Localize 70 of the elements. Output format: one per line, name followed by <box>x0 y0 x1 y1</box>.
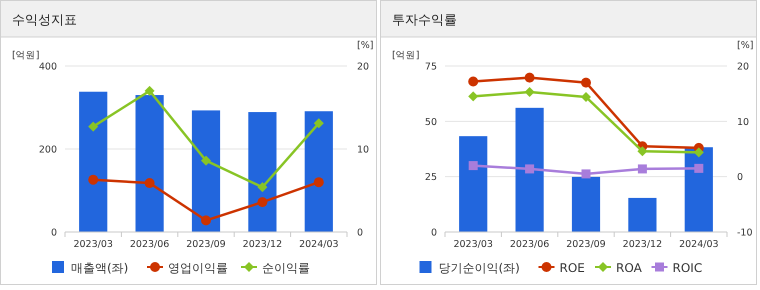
bar <box>79 92 108 232</box>
legend-label: 순이익률 <box>262 261 310 275</box>
bar <box>248 112 276 232</box>
x-tick-label: 2023/09 <box>566 239 606 250</box>
point <box>525 164 534 174</box>
y-tick-label: 0 <box>50 228 57 238</box>
y2-tick-label: 10 <box>357 144 370 156</box>
point <box>257 197 268 208</box>
y2-axis-title: [%] <box>737 40 754 51</box>
point <box>468 76 478 86</box>
legend-label: 영업이익률 <box>168 261 228 275</box>
point <box>201 156 211 166</box>
chart-title: 수익성지표 <box>12 13 77 28</box>
point <box>88 174 98 185</box>
bar <box>459 136 488 232</box>
x-tick-label: 2023/06 <box>510 239 550 250</box>
bar <box>684 147 713 232</box>
point <box>88 122 98 132</box>
point <box>582 169 590 178</box>
x-tick-label: 2023/12 <box>622 239 662 250</box>
legend-label: 당기순이익(좌) <box>438 261 520 275</box>
bar <box>516 108 544 232</box>
point <box>581 92 591 102</box>
legend-label: 매출액(좌) <box>71 261 128 275</box>
x-tick-label: 2023/03 <box>73 239 113 250</box>
x-tick-label: 2023/03 <box>453 239 493 250</box>
point <box>638 164 647 174</box>
point <box>524 87 535 98</box>
y-tick-label: 0 <box>430 228 437 238</box>
point <box>468 91 478 102</box>
y2-axis-title: [%] <box>357 40 374 51</box>
bar <box>136 95 164 232</box>
bar <box>304 111 333 232</box>
bar <box>628 198 656 232</box>
point <box>144 86 155 96</box>
y2-tick-label: 10 <box>737 116 750 128</box>
y-tick-label: 25 <box>424 172 437 184</box>
chart-title: 투자수익률 <box>392 13 457 28</box>
y2-tick-label: 0 <box>737 172 744 184</box>
bar <box>572 176 600 232</box>
point <box>694 147 704 158</box>
y-tick-label: 75 <box>424 62 437 72</box>
y-tick-label: 200 <box>38 144 57 156</box>
point <box>468 161 478 170</box>
y2-tick-label: 20 <box>357 62 370 72</box>
point <box>314 118 324 128</box>
point <box>694 164 704 173</box>
y-tick-label: 400 <box>38 62 57 72</box>
legend-label: ROA <box>616 261 643 275</box>
point <box>581 78 591 88</box>
point <box>637 146 648 156</box>
point <box>144 178 155 188</box>
bar <box>192 110 220 232</box>
x-tick-label: 2023/12 <box>242 239 282 250</box>
y-axis-title: [억원] <box>392 50 420 61</box>
point <box>257 182 268 192</box>
y-tick-label: 50 <box>424 116 437 128</box>
x-tick-label: 2023/09 <box>186 239 226 250</box>
y-axis-title: [억원] <box>12 50 40 61</box>
legend-label: ROIC <box>672 261 702 275</box>
x-tick-label: 2024/03 <box>299 239 339 250</box>
point <box>524 72 535 83</box>
x-tick-label: 2023/06 <box>130 239 170 250</box>
y2-tick-label: -10 <box>737 228 753 238</box>
legend-label: ROE <box>560 261 585 275</box>
y2-tick-label: 0 <box>357 228 364 238</box>
point <box>201 215 211 226</box>
y2-tick-label: 20 <box>737 62 750 72</box>
point <box>314 177 324 188</box>
x-tick-label: 2024/03 <box>679 239 719 250</box>
